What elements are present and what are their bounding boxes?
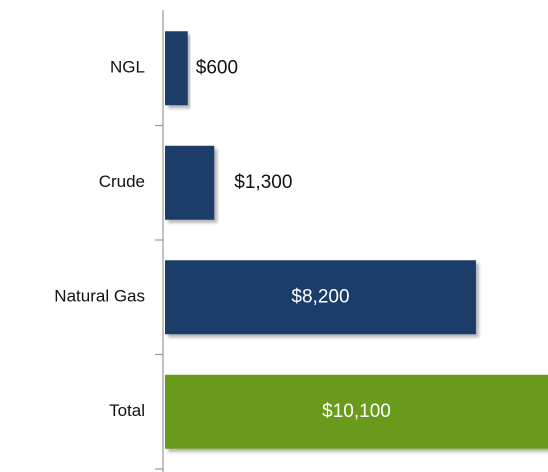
bar (165, 374, 548, 449)
bar (165, 31, 188, 106)
bar (165, 260, 476, 335)
category-label: Natural Gas (54, 287, 145, 306)
value-label: $8,200 (291, 286, 349, 307)
category-label: NGL (110, 58, 145, 77)
bar (165, 145, 215, 220)
value-label: $600 (196, 57, 238, 78)
category-label: Total (109, 401, 145, 420)
category-label: Crude (99, 172, 145, 191)
value-label: $1,300 (234, 172, 292, 193)
value-label: $10,100 (322, 401, 391, 422)
